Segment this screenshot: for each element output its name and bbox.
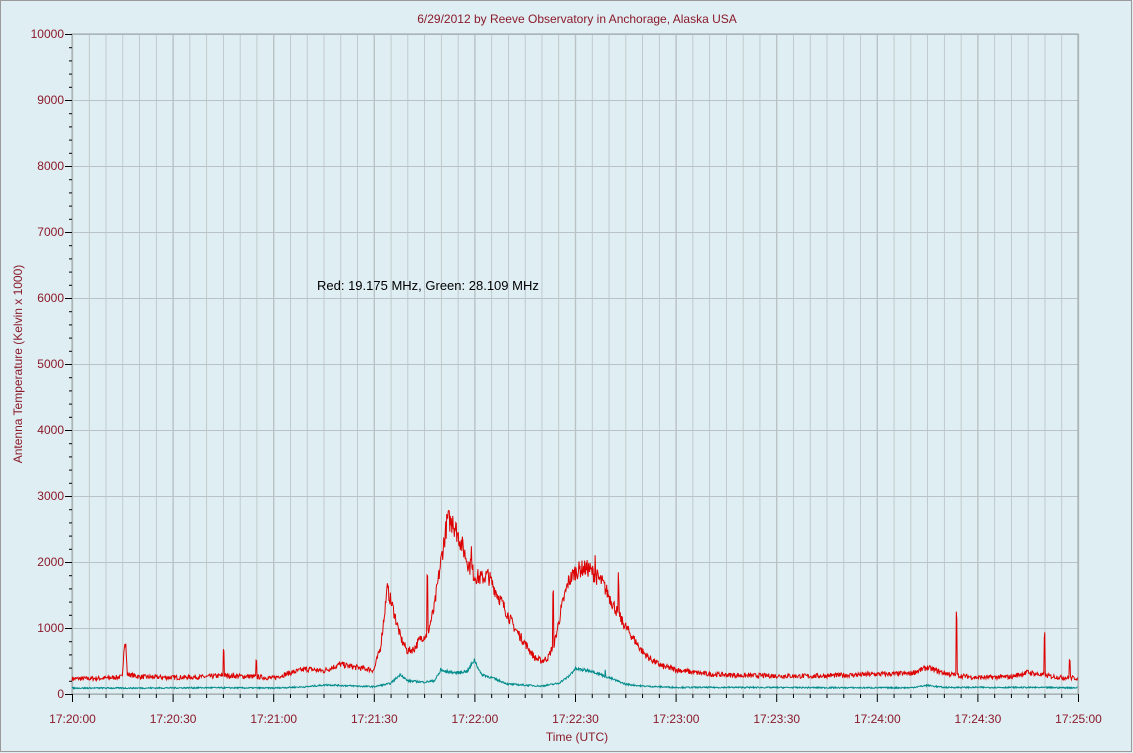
y-tick-label: 3000: [37, 489, 64, 503]
y-tick-label: 4000: [37, 423, 64, 437]
x-tick-label: 17:25:00: [1055, 712, 1102, 726]
x-tick-label: 17:21:30: [351, 712, 398, 726]
x-tick-label: 17:24:00: [854, 712, 901, 726]
x-tick-label: 17:22:00: [452, 712, 499, 726]
x-axis-label: Time (UTC): [546, 730, 608, 744]
y-tick-label: 8000: [37, 159, 64, 173]
y-tick-label: 0: [57, 687, 64, 701]
x-tick-label: 17:20:30: [150, 712, 197, 726]
chart-title: 6/29/2012 by Reeve Observatory in Anchor…: [417, 12, 737, 26]
series-layer: [71, 509, 1078, 691]
x-tick-label: 17:21:00: [250, 712, 297, 726]
y-tick-label: 6000: [37, 291, 64, 305]
x-tick-label: 17:20:00: [49, 712, 96, 726]
red-series-line: [71, 509, 1078, 683]
green-series-line: [71, 658, 1078, 691]
y-tick-label: 5000: [37, 357, 64, 371]
series-annotation: Red: 19.175 MHz, Green: 28.109 MHz: [317, 278, 539, 293]
y-tick-label: 9000: [37, 93, 64, 107]
y-tick-label: 10000: [31, 27, 65, 41]
y-tick-label: 7000: [37, 225, 64, 239]
grid: [71, 34, 1080, 695]
x-tick-label: 17:22:30: [552, 712, 599, 726]
x-tick-label: 17:23:30: [753, 712, 800, 726]
x-tick-label: 17:24:30: [955, 712, 1002, 726]
axes: 0 1000 2000 3000 4000 5000 6000 7000 8000 9000 100…: [31, 27, 1103, 726]
x-tick-label: 17:23:00: [653, 712, 700, 726]
y-tick-label: 2000: [37, 555, 64, 569]
y-axis-label: Antenna Temperature (Kelvin x 1000): [11, 265, 25, 464]
y-tick-label: 1000: [37, 621, 64, 635]
